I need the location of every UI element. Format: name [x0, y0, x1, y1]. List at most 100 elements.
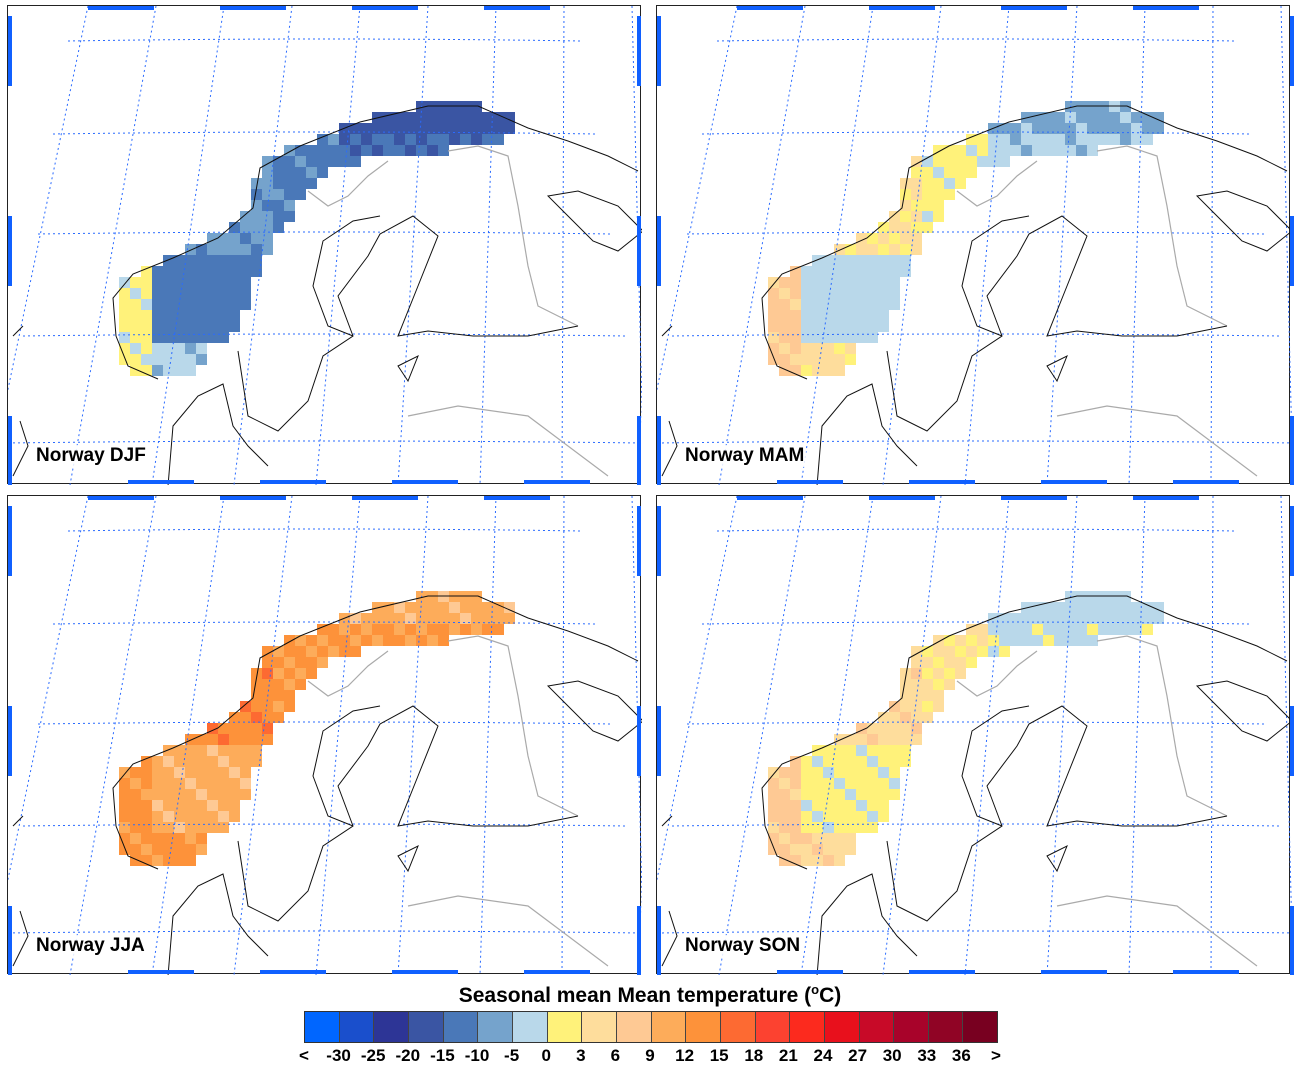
- grid-cell: [878, 745, 889, 756]
- grid-cell: [988, 635, 999, 646]
- grid-cell: [867, 756, 878, 767]
- grid-cell: [1043, 112, 1054, 123]
- grid-cell: [119, 354, 130, 365]
- grid-cell: [1021, 123, 1032, 134]
- grid-cell: [493, 602, 504, 613]
- grid-cell: [834, 844, 845, 855]
- grid-cell: [911, 734, 922, 745]
- grid-cell: [174, 255, 185, 266]
- grid-cell: [416, 613, 427, 624]
- grid-cell: [196, 800, 207, 811]
- grid-cell: [1043, 635, 1054, 646]
- grid-cell: [130, 789, 141, 800]
- grid-cell: [163, 288, 174, 299]
- grid-cell: [889, 222, 900, 233]
- grid-cell: [845, 321, 856, 332]
- grid-cell: [1043, 613, 1054, 624]
- grid-cell: [790, 767, 801, 778]
- grid-cell: [845, 833, 856, 844]
- grid-cell: [955, 178, 966, 189]
- grid-cell: [152, 778, 163, 789]
- grid-cell: [449, 134, 460, 145]
- grid-cell: [977, 145, 988, 156]
- grid-cell: [999, 156, 1010, 167]
- grid-cell: [284, 646, 295, 657]
- grid-cell: [1010, 145, 1021, 156]
- grid-cell: [933, 156, 944, 167]
- grid-cell: [790, 756, 801, 767]
- grid-cell: [779, 321, 790, 332]
- grid-cell: [273, 712, 284, 723]
- grid-cell: [141, 756, 152, 767]
- grid-cell: [262, 668, 273, 679]
- colorbar-tick-label: -15: [430, 1046, 455, 1065]
- grid-cell: [988, 646, 999, 657]
- grid-cell: [229, 778, 240, 789]
- grid-cell: [251, 723, 262, 734]
- grid-cell: [944, 635, 955, 646]
- grid-cell: [977, 134, 988, 145]
- grid-cell: [130, 855, 141, 866]
- grid-cell: [845, 266, 856, 277]
- grid-cell: [1021, 624, 1032, 635]
- grid-cell: [779, 343, 790, 354]
- colorbar-swatch: [512, 1012, 548, 1042]
- grid-cell: [163, 767, 174, 778]
- grid-cell: [867, 734, 878, 745]
- grid-cell: [867, 288, 878, 299]
- grid-cell: [1109, 134, 1120, 145]
- grid-cell: [460, 602, 471, 613]
- grid-cell: [878, 299, 889, 310]
- colorbar-tick-label: 30: [882, 1046, 902, 1065]
- grid-cell: [889, 277, 900, 288]
- grid-cell: [229, 800, 240, 811]
- colorbar-swatch: [755, 1012, 791, 1042]
- panel-title: Norway MAM: [683, 445, 807, 467]
- grid-cell: [834, 855, 845, 866]
- grid-cell: [779, 822, 790, 833]
- grid-cell: [295, 679, 306, 690]
- grid-cell: [889, 255, 900, 266]
- grid-cell: [790, 354, 801, 365]
- colorbar-swatch: [790, 1012, 825, 1042]
- grid-cell: [1153, 613, 1164, 624]
- grid-cell: [900, 690, 911, 701]
- grid-cell: [240, 789, 251, 800]
- colorbar-swatch: [305, 1012, 340, 1042]
- colorbar-swatch: [894, 1012, 929, 1042]
- grid-cell: [207, 734, 218, 745]
- colorbar-swatch: [859, 1012, 895, 1042]
- grid-cell: [911, 222, 922, 233]
- grid-cell: [317, 167, 328, 178]
- grid-cell: [845, 789, 856, 800]
- colorbar-tick-label: 9: [645, 1046, 655, 1065]
- grid-cell: [229, 767, 240, 778]
- grid-cell: [944, 145, 955, 156]
- grid-cell: [438, 602, 449, 613]
- grid-cell: [834, 288, 845, 299]
- grid-cell: [163, 277, 174, 288]
- grid-cell: [867, 255, 878, 266]
- grid-cell: [317, 635, 328, 646]
- grid-cell: [240, 299, 251, 310]
- colorbar-tick-label: -10: [464, 1046, 490, 1065]
- grid-cell: [295, 657, 306, 668]
- grid-cell: [207, 767, 218, 778]
- grid-cell: [262, 178, 273, 189]
- grid-cell: [834, 756, 845, 767]
- grid-cell: [196, 734, 207, 745]
- colorbar-tick-label: <: [299, 1046, 309, 1065]
- grid-cell: [768, 767, 779, 778]
- grid-cell: [1142, 112, 1153, 123]
- grid-cell: [768, 310, 779, 321]
- colorbar-tick-label: -20: [395, 1046, 421, 1065]
- grid-cell: [1142, 613, 1153, 624]
- grid-cell: [1054, 145, 1065, 156]
- map-panel-mam: Norway MAM: [656, 5, 1295, 485]
- grid-cell: [471, 613, 482, 624]
- grid-cell: [218, 299, 229, 310]
- grid-cell: [933, 690, 944, 701]
- grid-cell: [229, 266, 240, 277]
- grid-cell: [867, 800, 878, 811]
- grid-cell: [196, 767, 207, 778]
